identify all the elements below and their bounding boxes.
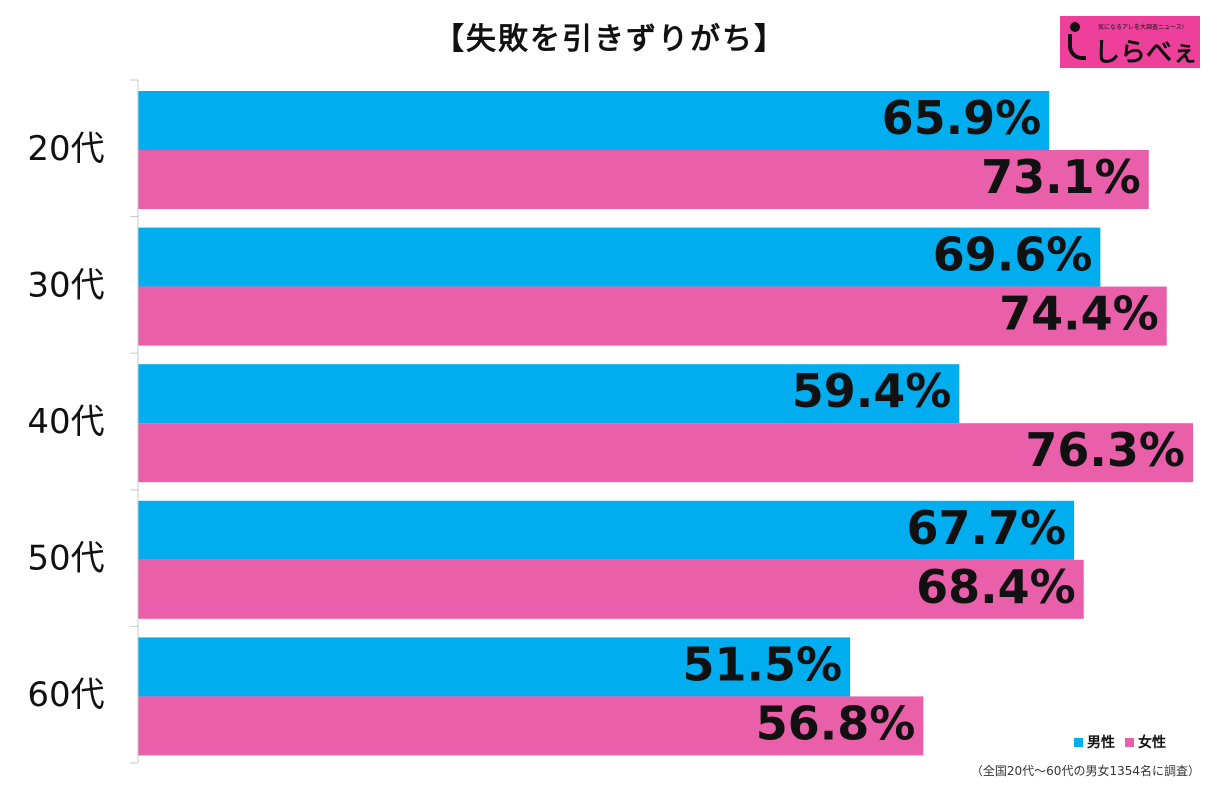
bar-female-5: [138, 696, 924, 756]
logo-text: しらべぇ: [1094, 38, 1199, 68]
axis-layer: 20代 30代 40代 50代 60代: [27, 79, 139, 764]
data-label-female-2: 74.4%: [999, 287, 1159, 341]
bar-female-4: [138, 559, 1084, 619]
category-label-3: 40代: [27, 402, 104, 442]
chart-title: 【失敗を引きずりがち】: [434, 22, 786, 57]
data-label-male-1: 65.9%: [882, 91, 1042, 145]
data-label-female-1: 73.1%: [981, 150, 1141, 204]
legend-item-female: 女性: [1125, 732, 1166, 752]
logo-i-icon-dot: [1070, 22, 1080, 32]
bar-female-1: [138, 150, 1149, 209]
data-label-male-5: 51.5%: [682, 637, 842, 691]
bar-female-2: [138, 286, 1167, 346]
bar-male-3: [138, 364, 960, 424]
data-label-female-5: 56.8%: [756, 696, 916, 750]
data-label-male-4: 67.7%: [906, 501, 1066, 555]
bar-male-1: [138, 91, 1050, 150]
data-label-female-4: 68.4%: [916, 560, 1076, 614]
legend-item-male: 男性: [1074, 732, 1115, 752]
legend-label-female: 女性: [1138, 735, 1166, 751]
bar-male-4: [138, 500, 1075, 560]
data-label-male-3: 59.4%: [792, 364, 952, 418]
category-label-4: 50代: [27, 539, 104, 579]
footnote: （全国20代～60代の男女1354名に調査）: [970, 764, 1200, 778]
category-label-1: 20代: [27, 129, 104, 169]
data-label-female-3: 76.3%: [1025, 423, 1185, 477]
bar-female-3: [138, 423, 1193, 483]
legend-swatch-female: [1125, 737, 1134, 747]
category-label-5: 60代: [27, 675, 104, 715]
legend: 男性 女性: [1066, 730, 1174, 754]
legend-swatch-male: [1074, 737, 1083, 747]
category-label-2: 30代: [27, 265, 104, 305]
brand-logo: 気になるアレを大調査ニュース! しらべぇ: [1060, 16, 1200, 68]
bars-layer: 65.9%73.1% 69.6%74.4% 59.4% 76.3% 67.7%68.4%…: [138, 91, 1193, 756]
data-label-male-2: 69.6%: [933, 228, 1093, 282]
legend-label-male: 男性: [1087, 735, 1115, 751]
bar-male-5: [138, 637, 851, 697]
bar-male-2: [138, 227, 1101, 287]
logo-i-icon-stem: [1068, 34, 1086, 60]
logo-tagline: 気になるアレを大調査ニュース!: [1098, 24, 1185, 31]
